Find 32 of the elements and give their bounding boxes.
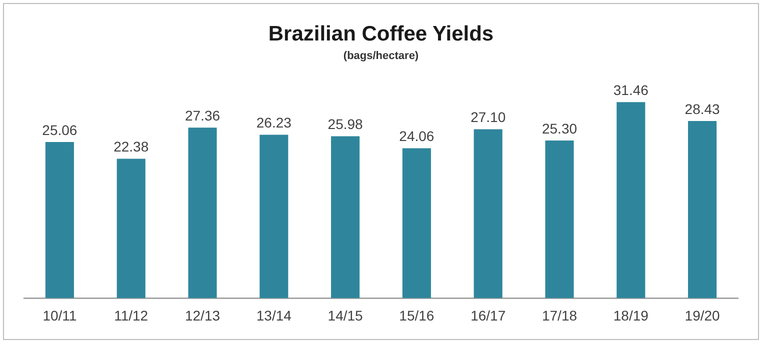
bar [545,140,574,298]
bar [616,102,646,298]
x-tick-label: 12/13 [184,307,220,324]
bar [474,129,502,298]
data-label: 24.06 [399,128,434,144]
x-tick-label: 15/16 [399,307,434,324]
data-label: 27.36 [184,108,220,124]
x-tick-label: 16/17 [470,307,506,324]
x-tick-label: 19/20 [684,307,720,324]
data-label: 27.10 [470,109,506,126]
bar [260,134,288,298]
data-label: 25.06 [42,122,78,138]
chart-title: Brazilian Coffee Yields [268,22,494,46]
x-tick-label: 14/15 [328,307,364,324]
bar [116,158,146,298]
x-tick-label: 11/12 [114,307,148,324]
x-tick-label: 17/18 [542,307,578,324]
x-tick-label: 10/11 [42,307,77,324]
data-label: 26.23 [256,114,292,131]
data-label: 25.98 [328,116,364,132]
data-label: 22.38 [114,138,149,155]
x-tick-label: 13/14 [256,307,292,324]
bar [688,120,717,298]
chart-subtitle: (bags/hectare) [343,50,419,62]
bar [402,148,431,298]
data-label: 28.43 [684,100,720,117]
bar [45,142,74,298]
data-label: 31.46 [613,82,649,98]
bar [331,136,360,298]
x-tick-label: 18/19 [613,307,649,324]
bar [188,128,217,298]
data-label: 25.30 [542,120,578,136]
